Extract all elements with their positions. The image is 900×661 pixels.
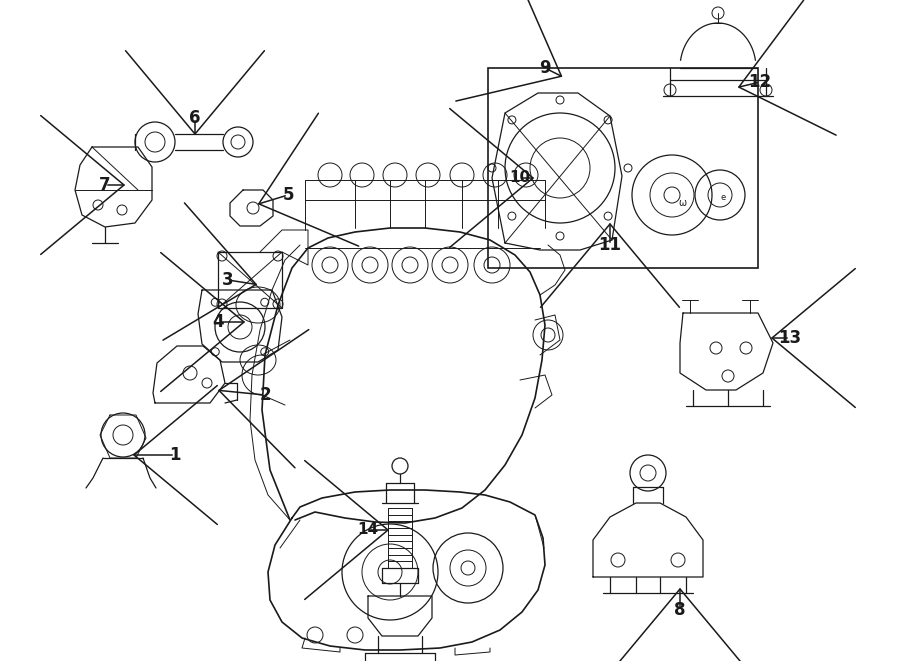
Text: 6: 6 bbox=[189, 109, 201, 127]
Text: 10: 10 bbox=[509, 171, 531, 186]
Text: 9: 9 bbox=[539, 59, 551, 77]
Text: ω: ω bbox=[678, 198, 686, 208]
Text: 4: 4 bbox=[212, 313, 224, 331]
Text: 11: 11 bbox=[598, 236, 622, 254]
Text: e: e bbox=[720, 194, 725, 202]
Bar bbox=[218, 252, 282, 308]
Text: 5: 5 bbox=[283, 186, 293, 204]
Text: 2: 2 bbox=[259, 386, 271, 404]
Text: 3: 3 bbox=[222, 271, 234, 289]
Text: 12: 12 bbox=[749, 73, 771, 91]
Text: 13: 13 bbox=[778, 329, 802, 347]
Text: 1: 1 bbox=[169, 446, 181, 464]
Text: 14: 14 bbox=[357, 522, 379, 537]
Bar bbox=[488, 68, 758, 268]
Text: 7: 7 bbox=[99, 176, 111, 194]
Text: 8: 8 bbox=[674, 601, 686, 619]
